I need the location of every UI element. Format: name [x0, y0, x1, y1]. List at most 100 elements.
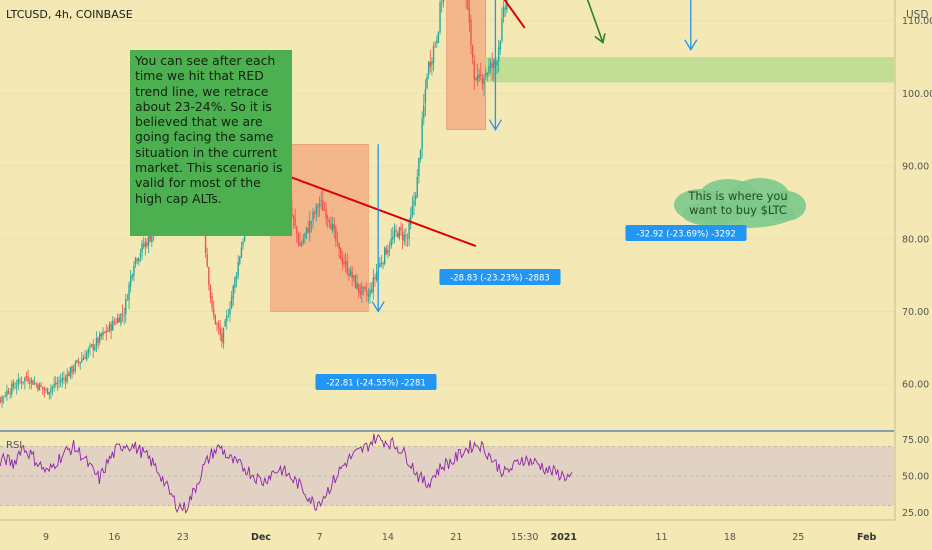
candle-body — [4, 395, 6, 397]
candle-body — [374, 277, 376, 279]
candle-body — [302, 239, 304, 243]
price-tick-label: 70.00 — [902, 307, 929, 318]
candle-body — [115, 322, 117, 324]
candle-body — [349, 269, 352, 276]
candle-body — [229, 308, 231, 315]
candle-body — [488, 66, 490, 74]
candle-body — [216, 323, 218, 325]
candle-body — [20, 381, 23, 384]
rsi-tick-label: 75.00 — [902, 435, 929, 446]
time-tick-label: 7 — [317, 532, 323, 543]
candle-body — [320, 200, 322, 202]
candle-body — [467, 0, 469, 10]
candle-body — [313, 213, 316, 214]
candle-body — [59, 381, 62, 383]
candle-body — [341, 258, 344, 264]
candle-body — [297, 234, 300, 244]
candle-body — [300, 243, 303, 246]
candle-body — [128, 284, 130, 301]
candle-body — [361, 286, 363, 295]
candle-body — [312, 211, 314, 221]
candle-body — [116, 317, 119, 323]
candle-body — [120, 313, 122, 324]
candle-body — [475, 78, 477, 81]
candle-body — [87, 349, 90, 353]
measure-label-1-bg — [315, 374, 437, 390]
candle-body — [221, 333, 223, 342]
rsi-label: RSI — [6, 440, 22, 451]
candle-body — [151, 235, 153, 243]
candle-body — [38, 383, 41, 391]
projection-arrow-shaft — [586, 0, 604, 43]
candle-body — [370, 289, 373, 292]
candle-body — [69, 366, 72, 377]
rsi-tick-label: 25.00 — [902, 508, 929, 519]
candle-body — [471, 45, 474, 59]
candle-body — [95, 337, 98, 347]
candle-body — [9, 393, 11, 395]
candle-body — [382, 262, 384, 264]
candle-body — [25, 376, 28, 378]
candle-body — [304, 233, 306, 238]
candle-body — [12, 382, 15, 388]
candle-body — [388, 247, 391, 249]
time-tick-label: 14 — [382, 532, 394, 543]
candle-body — [0, 399, 2, 402]
candle-body — [19, 380, 21, 382]
candle-body — [416, 177, 418, 198]
candle-body — [32, 380, 34, 385]
candle-body — [131, 274, 134, 278]
candle-body — [292, 215, 295, 220]
candle-body — [484, 72, 487, 77]
candle-body — [493, 60, 495, 69]
candle-body — [58, 381, 60, 383]
candle-body — [346, 260, 348, 274]
candle-body — [100, 333, 103, 337]
candle-body — [353, 275, 355, 278]
price-tick-label: 110.00 — [902, 16, 932, 27]
candle-body — [434, 43, 436, 45]
candle-body — [29, 382, 31, 384]
candle-body — [470, 19, 472, 45]
time-tick-label: 25 — [792, 532, 804, 543]
candle-body — [442, 0, 445, 3]
candle-body — [37, 384, 39, 390]
candle-body — [92, 343, 94, 350]
candle-body — [71, 366, 73, 373]
measure-arrow-3-head — [684, 39, 698, 51]
candle-body — [309, 221, 311, 233]
candle-body — [328, 219, 331, 223]
candle-body — [146, 242, 148, 247]
candle-body — [107, 330, 109, 332]
rsi-tick-label: 50.00 — [902, 472, 929, 483]
candle-body — [79, 362, 81, 364]
candle-body — [235, 276, 238, 279]
measure-arrow-1-head — [371, 301, 385, 313]
measure-label-3: -32.92 (-23.69%) -3292 — [636, 230, 736, 240]
candle-body — [94, 346, 96, 351]
candle-body — [336, 240, 339, 242]
candle-body — [340, 247, 342, 260]
candle-body — [429, 61, 431, 67]
drawings-front: -22.81 (-24.55%) -2281 -28.83 (-23.23%) -… — [211, 0, 747, 390]
time-tick-label: 15:30 — [511, 532, 538, 543]
candle-body — [419, 149, 422, 160]
candle-body — [15, 386, 18, 388]
candle-body — [437, 31, 440, 43]
candle-body — [357, 283, 360, 293]
candle-body — [325, 209, 327, 219]
candle-body — [385, 248, 388, 255]
candle-body — [103, 331, 106, 333]
candle-body — [14, 387, 16, 389]
candle-body — [395, 229, 397, 232]
candle-body — [133, 266, 135, 276]
candle-body — [211, 296, 213, 308]
candle-body — [105, 330, 107, 333]
price-tick-label: 100.00 — [902, 89, 932, 100]
candle-body — [72, 369, 75, 372]
candle-body — [315, 204, 318, 214]
candle-body — [317, 206, 319, 209]
candle-body — [387, 249, 389, 254]
candle-body — [405, 235, 407, 237]
